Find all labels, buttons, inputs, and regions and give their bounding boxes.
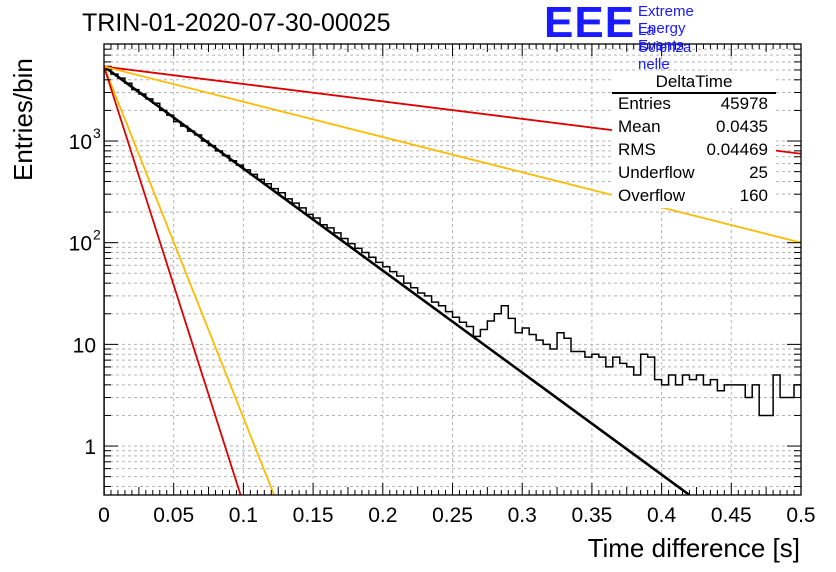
x-axis-label: Time difference [s] [587, 533, 800, 563]
histogram-deltatime [104, 65, 801, 495]
exponential-line [104, 65, 691, 495]
x-tick-label: 0.3 [508, 504, 537, 527]
x-tick-label: 0.1 [229, 504, 258, 527]
stats-row-entries: Entries 45978 [618, 94, 768, 116]
stats-divider [612, 92, 776, 94]
stats-row-mean: Mean 0.0435 [618, 117, 768, 139]
x-tick-label: 0.35 [571, 504, 612, 527]
stats-row-rms: RMS 0.04469 [618, 140, 768, 162]
stats-row-overflow: Overflow 160 [618, 186, 768, 208]
stats-key: RMS [618, 140, 656, 159]
stats-key: Mean [618, 117, 661, 136]
stats-box: DeltaTime Entries 45978 Mean 0.0435 RMS … [612, 72, 776, 208]
x-tick-label: 0.4 [647, 504, 677, 527]
stats-key: Overflow [618, 186, 686, 205]
x-tick-label: 0.2 [368, 504, 397, 527]
exponential-line [104, 65, 801, 244]
y-tick-label: 10 [73, 334, 96, 357]
chart-title: TRIN-01-2020-07-30-00025 [82, 9, 391, 37]
x-tick-label: 0.15 [293, 504, 334, 527]
exponential-line [104, 66, 275, 495]
stats-value: 25 [749, 163, 768, 182]
y-tick-label: 1 [84, 436, 96, 459]
eee-logo-line1: Extreme Energy Events [638, 3, 694, 54]
stats-row-underflow: Underflow 25 [618, 163, 768, 185]
stats-title: DeltaTime [655, 72, 733, 91]
x-tick-label: 0.5 [786, 504, 815, 527]
x-tick-label: 0.25 [432, 504, 473, 527]
y-tick-label: 10 [69, 233, 92, 256]
y-tick-label-exponent: 2 [93, 227, 101, 243]
x-tick-label: 0.05 [153, 504, 194, 527]
eee-logo-mark: EEE [544, 0, 636, 47]
y-tick-label: 10 [69, 131, 92, 154]
y-tick-label-exponent: 3 [93, 125, 101, 141]
stats-value: 0.04469 [706, 140, 768, 159]
stats-key: Underflow [618, 163, 695, 182]
x-tick-label: 0 [98, 504, 110, 527]
x-tick-label: 0.45 [711, 504, 752, 527]
stats-value: 0.0435 [716, 117, 768, 136]
stats-value: 160 [739, 186, 768, 205]
stats-value: 45978 [720, 94, 768, 113]
stats-key: Entries [618, 94, 671, 113]
exponential-line [104, 66, 242, 495]
y-axis-label: Entries/bin [8, 58, 38, 181]
